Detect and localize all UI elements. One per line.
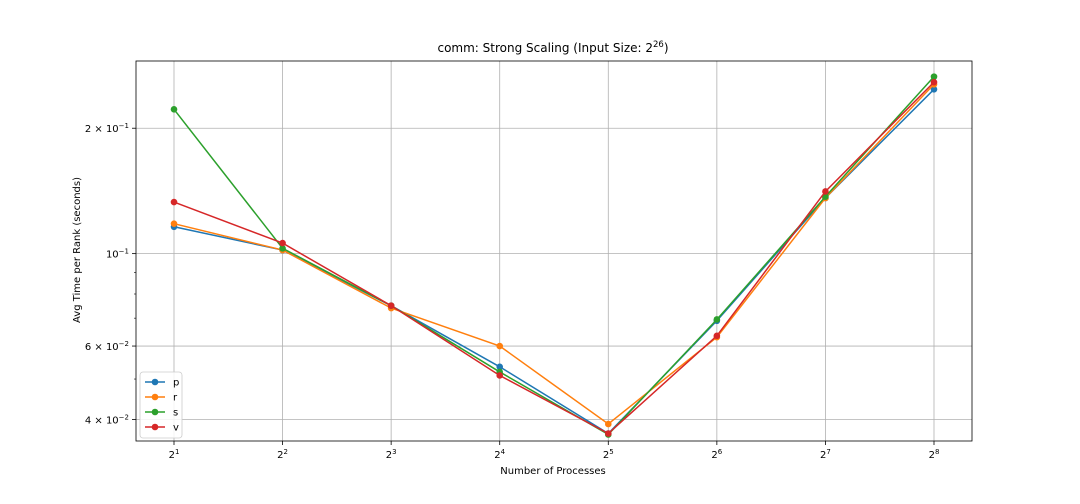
x-tick-exponent: 4 — [501, 448, 506, 456]
y-tick-base: 2 × 10 — [85, 124, 119, 135]
y-tick-label: 2 × 10−1 — [85, 122, 129, 135]
legend-entry-s: s — [145, 408, 178, 419]
x-tick-label: 23 — [386, 448, 397, 461]
data-point-p — [496, 363, 504, 371]
x-tick-label: 26 — [711, 448, 722, 461]
data-point-v — [713, 332, 721, 340]
plot-frame — [135, 60, 973, 442]
x-tick-base: 2 — [820, 450, 826, 461]
series-line-r — [173, 83, 935, 425]
data-point-r — [496, 342, 504, 350]
legend-label: r — [173, 393, 178, 404]
data-point-v — [930, 78, 938, 86]
data-point-r — [604, 420, 612, 428]
y-tick-label: 4 × 10−2 — [85, 413, 129, 426]
x-tick-exponent: 6 — [718, 448, 723, 456]
y-tick-label: 10−1 — [106, 248, 129, 261]
data-point-p — [930, 86, 938, 93]
x-tick-label: 25 — [603, 448, 614, 461]
x-axis-label: Number of Processes — [500, 466, 605, 477]
data-point-s — [170, 106, 178, 113]
x-tick-exponent: 7 — [826, 448, 830, 456]
legend-label: s — [173, 408, 178, 419]
legend-label: v — [173, 423, 179, 434]
legend-entry-p: p — [145, 378, 179, 389]
y-tick-label: 6 × 10−2 — [85, 340, 129, 353]
legend-entry-v: v — [145, 423, 179, 434]
x-tick-exponent: 2 — [284, 448, 288, 456]
x-tick-base: 2 — [494, 450, 500, 461]
x-tick-label: 28 — [929, 448, 940, 461]
y-axis-ticks: 2 × 10−110−16 × 10−24 × 10−2 — [85, 122, 136, 426]
data-point-s — [930, 73, 938, 80]
x-tick-exponent: 3 — [392, 448, 396, 456]
series-r — [170, 80, 938, 428]
data-point-r — [170, 220, 178, 227]
data-point-s — [713, 316, 721, 323]
x-tick-label: 24 — [494, 448, 505, 461]
legend-label: p — [173, 378, 179, 389]
x-tick-label: 21 — [169, 448, 180, 461]
x-tick-base: 2 — [169, 450, 175, 461]
x-tick-exponent: 8 — [935, 448, 939, 456]
legend-swatch-marker — [151, 378, 159, 386]
series-line-v — [173, 81, 935, 435]
y-tick-base: 6 × 10 — [85, 342, 119, 353]
legend-entry-r: r — [145, 393, 178, 404]
x-tick-base: 2 — [277, 450, 283, 461]
y-tick-base: 10 — [106, 250, 119, 261]
series-line-p — [173, 88, 935, 435]
x-tick-label: 22 — [277, 448, 288, 461]
chart-title-text: comm: Strong Scaling (Input Size: 2 — [437, 41, 653, 55]
y-tick-exponent: −2 — [119, 340, 129, 348]
x-tick-base: 2 — [711, 450, 717, 461]
series-layer — [170, 73, 938, 438]
data-point-v — [496, 372, 504, 379]
legend-swatch-marker — [151, 408, 159, 416]
x-axis-ticks: 21 22 23 24 25 26 27 28 — [169, 441, 940, 461]
y-tick-base: 4 × 10 — [85, 415, 119, 426]
legend-swatch-marker — [151, 423, 159, 431]
data-point-v — [387, 302, 395, 309]
x-tick-base: 2 — [386, 450, 392, 461]
x-tick-label: 27 — [820, 448, 831, 461]
series-line-s — [173, 76, 935, 436]
y-axis-label: Avg Time per Rank (seconds) — [72, 177, 83, 323]
x-tick-exponent: 1 — [175, 448, 179, 456]
legend-swatch-marker — [151, 393, 159, 401]
legend-box — [139, 371, 183, 439]
y-tick-exponent: −1 — [119, 122, 129, 130]
y-tick-exponent: −2 — [119, 413, 129, 421]
series-v — [170, 78, 938, 437]
grid — [136, 61, 972, 441]
data-point-v — [170, 198, 178, 206]
data-point-v — [604, 430, 612, 437]
data-point-v — [279, 239, 286, 247]
y-tick-exponent: −1 — [119, 248, 129, 256]
chart-title: comm: Strong Scaling (Input Size: 226) — [437, 40, 668, 55]
data-point-s — [822, 193, 829, 200]
x-tick-base: 2 — [603, 450, 609, 461]
chart-title-exponent: 26 — [653, 40, 664, 50]
x-tick-exponent: 5 — [609, 448, 613, 456]
data-point-v — [822, 188, 829, 195]
data-point-s — [279, 244, 286, 252]
chart-title-suffix: ) — [664, 41, 669, 55]
x-tick-base: 2 — [929, 450, 935, 461]
